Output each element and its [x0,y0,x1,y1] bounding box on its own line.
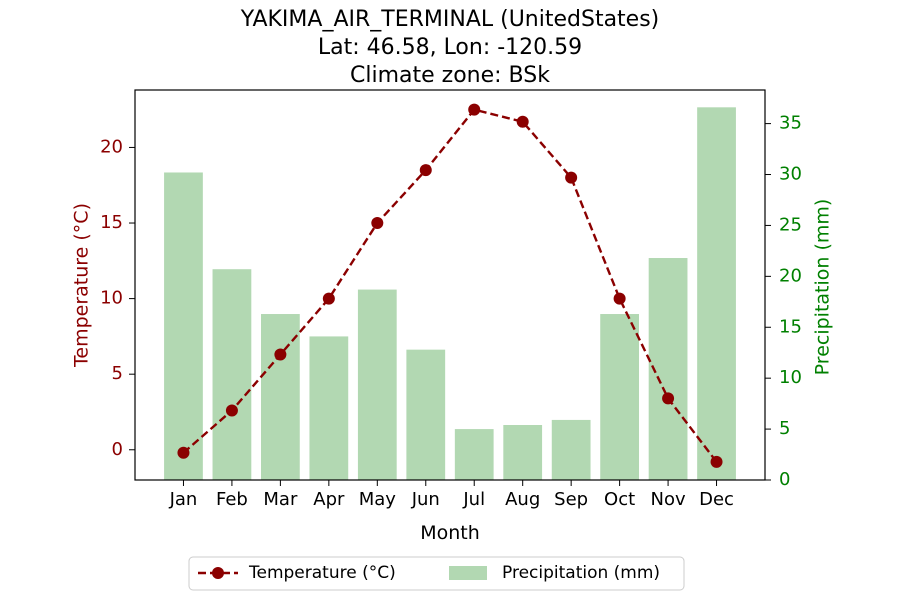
precipitation-axis-label: Precipitation (mm) [812,199,834,376]
x-tick-label: Feb [216,489,248,510]
temperature-point-jun [419,164,432,177]
precipitation-tick-label: 15 [779,316,802,337]
temperature-point-may [371,217,384,230]
temperature-point-sep [565,171,578,184]
temperature-point-jul [468,103,481,116]
temperature-point-jan [177,446,190,459]
x-tick-label: May [359,489,397,510]
x-tick-label: Nov [651,489,686,510]
precipitation-bar-aug [503,425,543,480]
legend-temperature-marker [212,567,224,579]
x-tick-label: Jul [462,489,485,510]
x-tick-label: Mar [263,489,298,510]
temperature-tick-label: 10 [100,288,123,309]
chart-title-line-2: Lat: 46.58, Lon: -120.59 [318,35,582,60]
precipitation-bar-may [357,289,397,480]
plot-frame [134,89,766,481]
x-tick-label: Sep [554,489,588,510]
x-tick-label: Jun [411,489,440,510]
precipitation-bar-sep [551,419,591,480]
x-tick-label: Aug [505,489,540,510]
precipitation-tick-label: 10 [779,367,802,388]
precipitation-tick-label: 30 [779,164,802,185]
chart-title-line-1: YAKIMA_AIR_TERMINAL (UnitedStates) [240,7,660,32]
precipitation-bars [164,107,736,481]
chart-title-line-3: Climate zone: BSk [350,63,550,88]
legend-box [188,556,685,591]
precipitation-bar-mar [261,314,300,480]
legend-precipitation-label: Precipitation (mm) [502,563,660,583]
temperature-point-dec [710,455,723,468]
legend: Temperature (°C) Precipitation (mm) [188,556,685,591]
precipitation-tick-label: 20 [779,265,802,286]
temperature-tick-label: 15 [100,212,123,233]
temperature-point-apr [322,292,335,305]
temperature-axis: 0 5 10 15 20 Temperature (°C) [71,136,135,460]
precipitation-bar-apr [309,336,349,480]
temperature-series-line [182,108,718,463]
precipitation-bar-dec [697,107,736,481]
precipitation-tick-label: 35 [779,113,802,134]
precipitation-bar-oct [600,314,639,480]
temperature-point-nov [662,392,675,405]
x-axis-label: Month [420,522,480,544]
precipitation-bar-feb [212,269,252,480]
precipitation-bar-jul [454,429,494,480]
legend-temperature-label: Temperature (°C) [248,563,396,583]
temperature-line [177,103,723,468]
chart-title: YAKIMA_AIR_TERMINAL (UnitedStates) Lat: 4… [240,7,660,88]
precipitation-tick-label: 0 [779,469,790,490]
precipitation-axis: 0 5 10 15 20 25 30 35 Precipitation (mm) [765,113,834,490]
x-tick-label: Jan [169,489,198,510]
legend-precipitation-swatch [449,566,487,580]
temperature-point-feb [225,404,238,417]
x-tick-label: Dec [699,489,734,510]
precipitation-tick-label: 5 [779,418,790,439]
precipitation-bar-jun [406,349,446,480]
x-tick-label: Apr [313,489,345,510]
x-tick-label: Oct [604,489,635,510]
temperature-tick-label: 0 [112,439,123,460]
temperature-tick-label: 5 [112,363,123,384]
temperature-point-oct [613,292,626,305]
precipitation-tick-label: 25 [779,214,802,235]
precipitation-bar-jan [164,172,203,481]
precipitation-bar-nov [648,258,688,480]
temperature-point-aug [516,115,529,128]
x-axis: Jan Feb Mar Apr May Jun Jul Aug Sep Oct Nov Dec Mont… [169,480,734,544]
temperature-tick-label: 20 [100,136,123,157]
temperature-axis-label: Temperature (°C) [71,203,93,368]
temperature-point-mar [274,348,287,361]
